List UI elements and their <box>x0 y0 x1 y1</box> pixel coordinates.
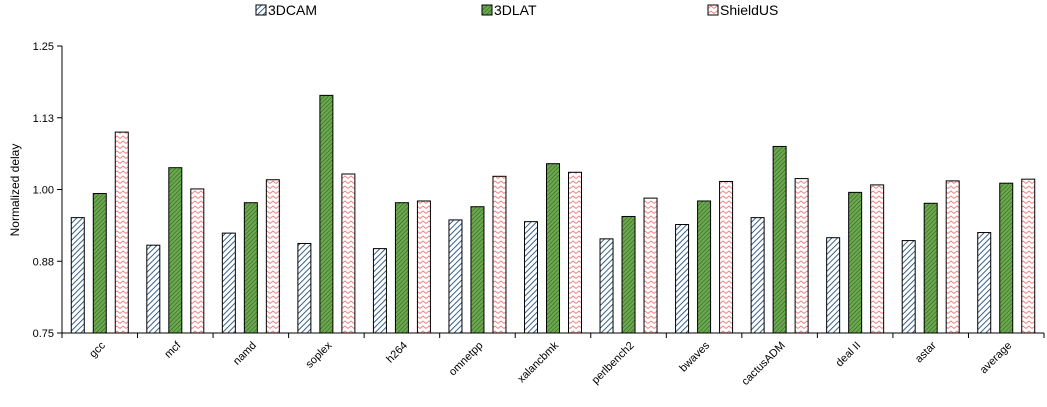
bar-shieldus-bwaves <box>719 180 734 334</box>
bar-3dlat-cactusadm <box>772 145 787 334</box>
x-category-label: namd <box>231 340 259 368</box>
bar-shieldus-perlbench2 <box>643 197 658 334</box>
bar-3dlat-soplex <box>319 94 334 334</box>
bar-shieldus-h264 <box>416 200 431 334</box>
bar-3dlat-h264 <box>394 202 409 334</box>
bar-3dcam-gcc <box>70 217 85 334</box>
bar-3dlat-average <box>999 182 1014 334</box>
bar-3dlat-omnetpp <box>470 206 485 334</box>
bar-shieldus-cactusadm <box>794 178 809 334</box>
y-tick-label: 0.75 <box>33 328 54 340</box>
bar-3dlat-mcf <box>168 167 183 334</box>
legend-swatch-3dlat <box>481 4 493 16</box>
bar-shieldus-namd <box>265 179 280 334</box>
bar-shieldus-xalancbmk <box>568 171 582 334</box>
legend-label-shieldus: ShieldUS <box>720 2 778 18</box>
y-tick-label: 1.25 <box>33 41 54 53</box>
bar-3dlat-namd <box>243 202 258 334</box>
bar-3dlat-gcc <box>92 193 107 334</box>
y-tick-label: 1.13 <box>33 113 54 125</box>
y-axis-title: Normalized delay <box>8 144 22 237</box>
x-category-label: mcf <box>162 339 184 361</box>
x-axis: gcc mcf namd soplex h264 omnetpp xalancbmk perl… <box>61 332 1045 388</box>
bars <box>70 94 1036 334</box>
bar-3dcam-bwaves <box>675 224 690 334</box>
bar-shieldus-soplex <box>341 173 356 334</box>
bar-shieldus-average <box>1021 178 1036 334</box>
x-category-label: h264 <box>384 340 410 366</box>
bar-3dcam-namd <box>221 232 236 334</box>
bar-3dlat-perlbench2 <box>621 215 636 334</box>
bar-3dcam-cactusadm <box>750 217 765 334</box>
bar-3dcam-average <box>977 232 992 334</box>
bar-shieldus-mcf <box>190 188 205 334</box>
bar-3dcam-xalancbmk <box>524 221 538 334</box>
y-tick-label: 1.00 <box>33 185 54 197</box>
x-category-label: soplex <box>304 339 335 370</box>
bar-3dlat-astar <box>923 202 938 334</box>
x-category-label: perlbench2 <box>590 340 637 387</box>
x-category-label: average <box>978 340 1015 377</box>
legend: 3DCAM 3DLAT ShieldUS <box>255 2 778 18</box>
bar-3dlat-bwaves <box>697 200 712 334</box>
x-category-label: bwaves <box>677 339 712 374</box>
x-category-label: gcc <box>87 339 108 360</box>
y-axis: 0.75 0.88 1.00 1.13 1.25 <box>33 41 63 340</box>
bar-shieldus-deal-ii <box>870 184 885 334</box>
legend-label-3dlat: 3DLAT <box>494 2 537 18</box>
bar-shieldus-omnetpp <box>492 175 507 334</box>
bar-3dcam-mcf <box>146 244 161 334</box>
bar-shieldus-astar <box>945 180 960 334</box>
legend-label-3dcam: 3DCAM <box>268 2 317 18</box>
bar-3dcam-h264 <box>372 248 387 334</box>
x-category-label: cactusADM <box>739 340 787 388</box>
bar-3dcam-soplex <box>297 242 312 334</box>
legend-swatch-3dcam <box>255 4 267 16</box>
y-tick-label: 0.88 <box>33 256 54 268</box>
bar-3dlat-deal-ii <box>848 191 863 334</box>
bar-3dcam-astar <box>901 240 916 334</box>
legend-swatch-shieldus <box>707 4 719 16</box>
bar-3dlat-xalancbmk <box>546 163 560 334</box>
bar-shieldus-gcc <box>114 131 129 334</box>
x-category-label: astar <box>913 339 939 365</box>
x-category-label: xalancbmk <box>515 339 561 385</box>
bar-3dcam-omnetpp <box>448 219 463 334</box>
bar-3dcam-perlbench2 <box>599 238 614 334</box>
x-category-label: deal II <box>834 340 864 370</box>
bar-3dcam-deal-ii <box>826 237 841 334</box>
x-category-label: omnetpp <box>447 340 486 379</box>
